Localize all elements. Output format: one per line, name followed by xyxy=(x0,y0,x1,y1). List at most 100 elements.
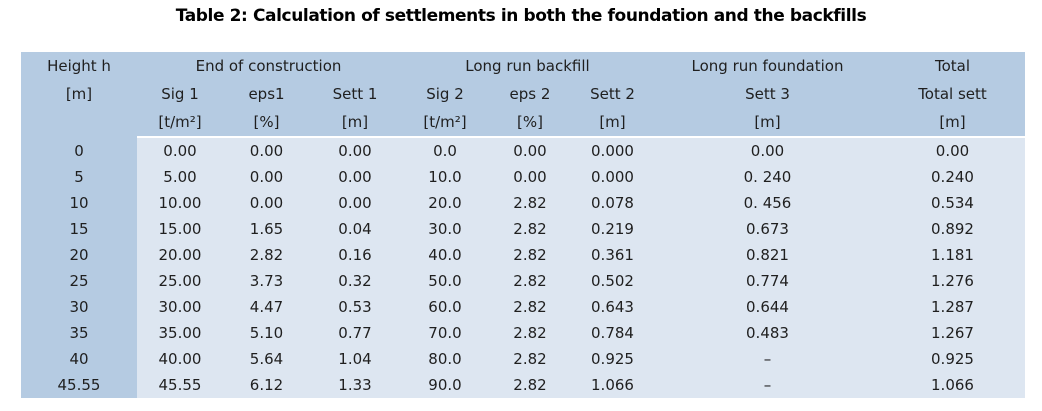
cell-value: 2.82 xyxy=(490,190,570,216)
cell-value: 2.82 xyxy=(490,294,570,320)
cell-value: 0.53 xyxy=(310,294,400,320)
table-row: 45.55 45.55 6.12 1.33 90.0 2.82 1.066–1.066 xyxy=(21,372,1025,398)
cell-value: 2.82 xyxy=(490,268,570,294)
sub-header-sig1: Sig 1 xyxy=(137,80,223,108)
cell-value: 40.00 xyxy=(137,346,223,372)
unit-eps2: [%] xyxy=(490,108,570,137)
cell-value: 2.82 xyxy=(490,372,570,398)
cell-value: 0.534 xyxy=(880,190,1025,216)
cell-value: 0.00 xyxy=(223,136,310,164)
cell-value: 50.0 xyxy=(400,268,490,294)
group-header-long-run-foundation: Long run foundation xyxy=(655,52,880,80)
table-row: 25 25.00 3.73 0.32 50.0 2.82 0.502 0.774 1.276 xyxy=(21,268,1025,294)
table-row: 15 15.00 1.65 0.04 30.0 2.82 0.219 0.673 0.892 xyxy=(21,216,1025,242)
cell-value: 0.483 xyxy=(655,320,880,346)
cell-height: 45.55 xyxy=(21,372,137,398)
cell-value: 6.12 xyxy=(223,372,310,398)
sub-header-sig2: Sig 2 xyxy=(400,80,490,108)
cell-value: 30.0 xyxy=(400,216,490,242)
group-header-height: Height h xyxy=(21,52,137,80)
cell-value: 0.00 xyxy=(310,190,400,216)
cell-value: 80.0 xyxy=(400,346,490,372)
cell-value: 1.33 xyxy=(310,372,400,398)
unit-sett2: [m] xyxy=(570,108,655,137)
cell-height: 35 xyxy=(21,320,137,346)
unit-total-sett: [m] xyxy=(880,108,1025,137)
cell-value: 3.73 xyxy=(223,268,310,294)
cell-value: 0.00 xyxy=(490,136,570,164)
cell-value: 0.000 xyxy=(570,136,655,164)
table-body: 0 0.00 0.00 0.00 0.0 0.00 0.000 0.00 0.00 5 5.00 0.… xyxy=(21,136,1025,398)
table-row: 30 30.00 4.47 0.53 60.0 2.82 0.643 0.644 1.287 xyxy=(21,294,1025,320)
cell-value: 20.00 xyxy=(137,242,223,268)
sub-header-sett1: Sett 1 xyxy=(310,80,400,108)
cell-value: 0.00 xyxy=(880,136,1025,164)
cell-value: 1.65 xyxy=(223,216,310,242)
cell-value: 0.078 xyxy=(570,190,655,216)
cell-height: 30 xyxy=(21,294,137,320)
cell-value: 0.00 xyxy=(310,136,400,164)
cell-value: 1.066 xyxy=(880,372,1025,398)
cell-value: 0.0 xyxy=(400,136,490,164)
cell-value: 90.0 xyxy=(400,372,490,398)
cell-value: 0.361 xyxy=(570,242,655,268)
cell-value: 0.32 xyxy=(310,268,400,294)
cell-value: 0.925 xyxy=(880,346,1025,372)
sub-header-total-sett: Total sett xyxy=(880,80,1025,108)
cell-value: 30.00 xyxy=(137,294,223,320)
cell-value: 0.00 xyxy=(310,164,400,190)
cell-value: 0.00 xyxy=(223,164,310,190)
cell-value: 70.0 xyxy=(400,320,490,346)
cell-height: 0 xyxy=(21,136,137,164)
cell-value: – xyxy=(655,372,880,398)
unit-eps1: [%] xyxy=(223,108,310,137)
sub-header-row: [m] Sig 1 eps1 Sett 1 Sig 2 eps 2 Sett 2… xyxy=(21,80,1025,108)
sub-header-height-unit: [m] xyxy=(21,80,137,108)
cell-value: 0.00 xyxy=(655,136,880,164)
cell-value: 5.10 xyxy=(223,320,310,346)
cell-value: 0.000 xyxy=(570,164,655,190)
cell-value: 1.04 xyxy=(310,346,400,372)
sub-header-sett3: Sett 3 xyxy=(655,80,880,108)
cell-value: 25.00 xyxy=(137,268,223,294)
table-row: 5 5.00 0.00 0.00 10.0 0.00 0.000 0. 240 0.240 xyxy=(21,164,1025,190)
cell-value: 4.47 xyxy=(223,294,310,320)
cell-height: 40 xyxy=(21,346,137,372)
cell-value: 0.821 xyxy=(655,242,880,268)
cell-value: 0. 456 xyxy=(655,190,880,216)
table-row: 0 0.00 0.00 0.00 0.0 0.00 0.000 0.00 0.00 xyxy=(21,136,1025,164)
cell-height: 20 xyxy=(21,242,137,268)
table-row: 20 20.00 2.82 0.16 40.0 2.82 0.361 0.821 1.181 xyxy=(21,242,1025,268)
cell-value: 5.00 xyxy=(137,164,223,190)
cell-value: – xyxy=(655,346,880,372)
unit-height xyxy=(21,108,137,137)
cell-value: 1.276 xyxy=(880,268,1025,294)
unit-sett3: [m] xyxy=(655,108,880,137)
units-row: [t/m²] [%] [m] [t/m²] [%] [m] [m] [m] xyxy=(21,108,1025,137)
group-header-long-run-backfill: Long run backfill xyxy=(400,52,655,80)
cell-value: 0.16 xyxy=(310,242,400,268)
cell-value: 2.82 xyxy=(490,346,570,372)
cell-value: 60.0 xyxy=(400,294,490,320)
cell-height: 15 xyxy=(21,216,137,242)
cell-value: 0.77 xyxy=(310,320,400,346)
cell-value: 10.0 xyxy=(400,164,490,190)
table-header: Height h End of construction Long run ba… xyxy=(21,52,1025,137)
table-row: 40 40.00 5.64 1.04 80.0 2.82 0.925–0.925 xyxy=(21,346,1025,372)
cell-value: 0.673 xyxy=(655,216,880,242)
cell-value: 1.066 xyxy=(570,372,655,398)
cell-value: 40.0 xyxy=(400,242,490,268)
cell-value: 0.240 xyxy=(880,164,1025,190)
cell-value: 5.64 xyxy=(223,346,310,372)
cell-value: 15.00 xyxy=(137,216,223,242)
cell-value: 0.00 xyxy=(490,164,570,190)
sub-header-eps2: eps 2 xyxy=(490,80,570,108)
cell-value: 45.55 xyxy=(137,372,223,398)
cell-value: 2.82 xyxy=(490,242,570,268)
cell-value: 0.644 xyxy=(655,294,880,320)
table-row: 35 35.00 5.10 0.77 70.0 2.82 0.784 0.483 1.267 xyxy=(21,320,1025,346)
cell-height: 10 xyxy=(21,190,137,216)
sub-header-sett2: Sett 2 xyxy=(570,80,655,108)
cell-value: 0.925 xyxy=(570,346,655,372)
cell-value: 0.643 xyxy=(570,294,655,320)
